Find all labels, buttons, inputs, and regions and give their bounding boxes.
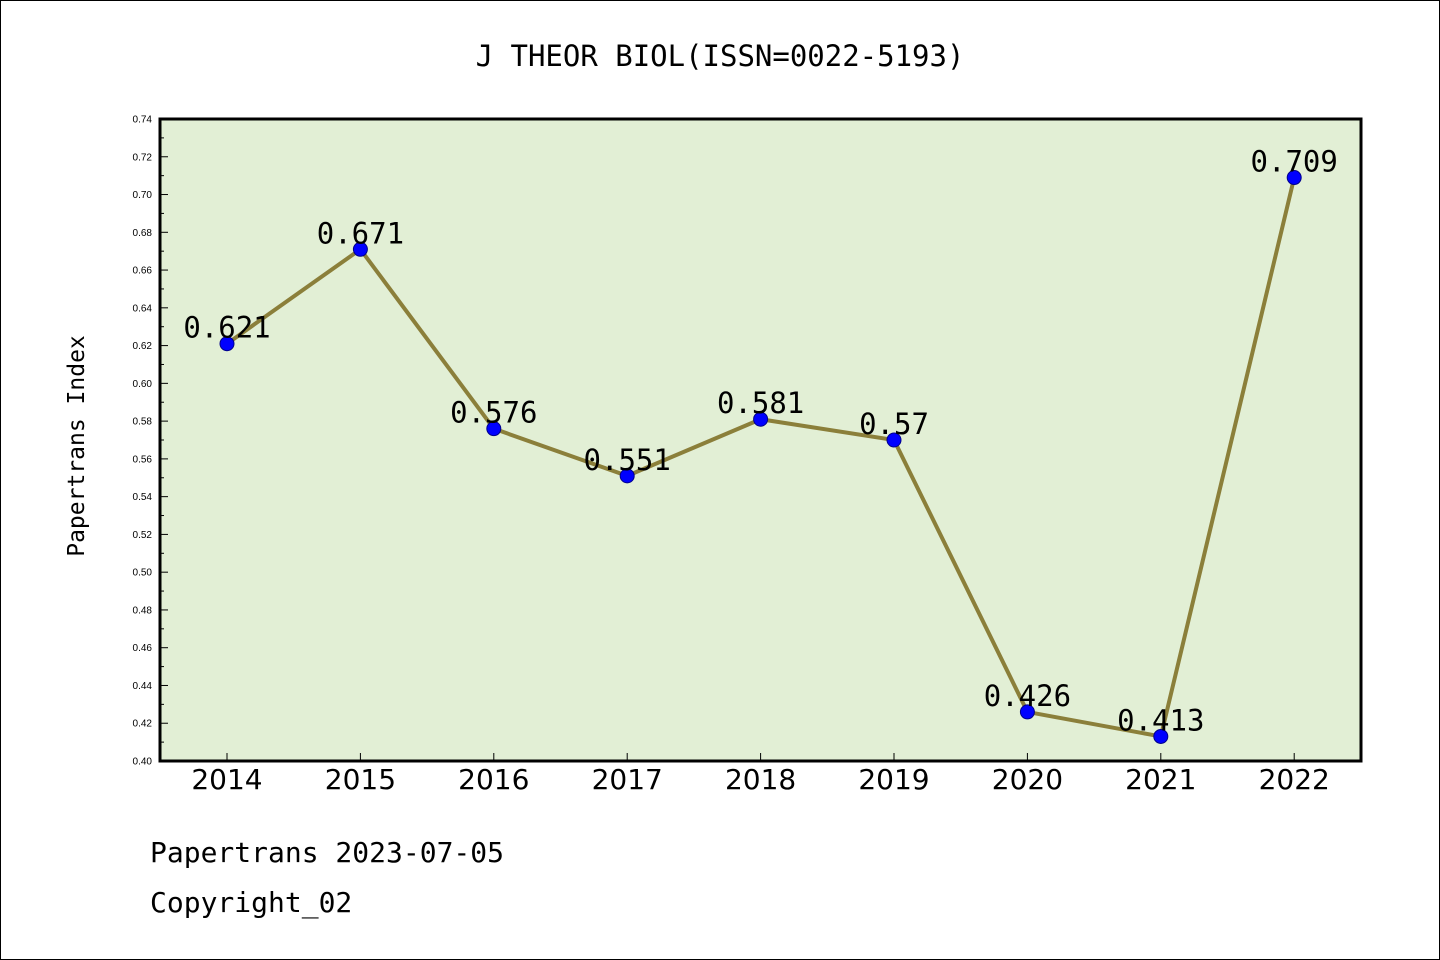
y-tick-label: 0.40 [133,757,153,768]
data-point [619,468,635,484]
y-axis: 0.40 0.42 0.44 0.46 0.48 0.50 0.52 0.54 0.56 0.58… [133,115,168,768]
x-tick-label: 2014 [191,763,262,796]
x-tick-label: 2020 [992,763,1063,796]
chart-title: J THEOR BIOL(ISSN=0022-5193) [476,39,965,73]
x-tick-label: 2019 [858,763,929,796]
data-point [352,241,368,257]
y-axis-label: Papertrans Index [64,335,90,557]
data-labels: 0.621 0.671 0.576 0.551 0.581 0.57 0.426 0.413 0… [183,145,1338,738]
data-label: 0.576 [450,396,537,430]
data-point [886,432,902,448]
y-tick-label: 0.66 [133,266,153,277]
data-point [486,421,502,437]
y-tick-label: 0.62 [133,341,153,352]
y-tick-label: 0.74 [133,115,153,126]
data-point [1153,728,1169,744]
x-tick-label: 2022 [1259,763,1330,796]
y-tick-label: 0.44 [133,681,153,692]
y-tick-label: 0.70 [133,190,153,201]
data-label: 0.671 [317,216,404,250]
x-tick-label: 2018 [725,763,796,796]
data-label: 0.413 [1117,703,1204,737]
data-label: 0.426 [984,679,1071,713]
data-label: 0.709 [1251,145,1338,179]
data-point [1286,170,1302,186]
y-tick-label: 0.68 [133,228,153,239]
data-label: 0.551 [584,443,671,477]
x-tick-label: 2021 [1125,763,1196,796]
y-tick-label: 0.42 [133,719,153,730]
y-tick-label: 0.72 [133,152,153,163]
y-tick-label: 0.64 [133,303,153,314]
x-tick-label: 2015 [325,763,396,796]
y-tick-label: 0.60 [133,379,153,390]
y-tick-label: 0.52 [133,530,153,541]
data-label: 0.621 [183,311,270,345]
footer-copyright: Copyright_02 [150,886,353,919]
plot-area [158,117,1363,763]
x-tick-label: 2017 [592,763,663,796]
data-point [219,336,235,352]
data-point [753,411,769,427]
data-label: 0.57 [859,407,929,441]
x-axis: 2014 2015 2016 2017 2018 2019 2020 2021 2022 [191,753,1330,796]
y-tick-label: 0.58 [133,417,153,428]
data-point [1019,704,1035,720]
y-tick-label: 0.46 [133,643,153,654]
data-label: 0.581 [717,386,804,420]
series-group [219,170,1302,744]
y-tick-label: 0.48 [133,605,153,616]
y-tick-label: 0.50 [133,568,153,579]
y-tick-label: 0.56 [133,454,153,465]
x-tick-label: 2016 [458,763,529,796]
footer-date: Papertrans 2023-07-05 [150,836,505,869]
y-tick-label: 0.54 [133,492,153,503]
